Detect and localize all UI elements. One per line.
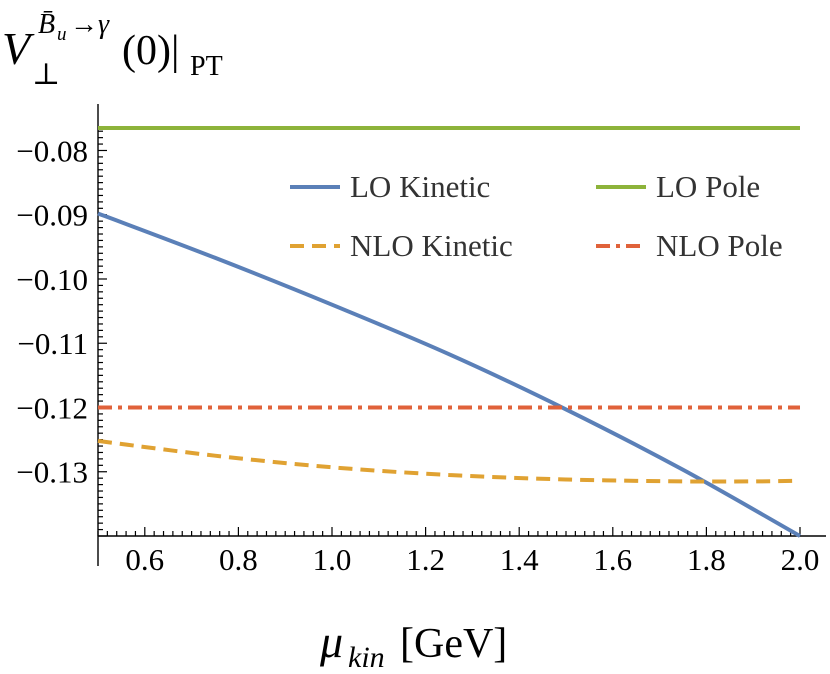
- y-tick-label: −0.12: [16, 390, 88, 425]
- title-sub: ⊥: [32, 58, 60, 91]
- xlabel-symbol: μ: [319, 616, 343, 667]
- series-line-nlo-kinetic: [97, 438, 801, 484]
- title-args: (0)|: [122, 28, 179, 74]
- y-tick-label: −0.10: [16, 262, 88, 297]
- title-tail-sub: PT: [190, 51, 223, 82]
- series-layer: [97, 126, 801, 538]
- x-tick-label: 1.8: [687, 542, 726, 577]
- series-line-lo-kinetic: [97, 211, 801, 538]
- x-tick-label: 2.0: [781, 542, 820, 577]
- legend-label-lo-kinetic: LO Kinetic: [350, 169, 490, 204]
- legend-label-lo-pole: LO Pole: [656, 169, 760, 204]
- x-tick-label: 0.8: [219, 542, 258, 577]
- x-axis-label: μ kin [GeV]: [319, 616, 507, 674]
- chart-title: V ⊥ B̄ u →γ (0)| PT: [2, 9, 223, 91]
- legend-item-lo-kinetic: LO Kinetic: [290, 169, 490, 204]
- y-tick-label: −0.13: [16, 455, 88, 490]
- x-tick-label: 1.0: [313, 542, 352, 577]
- y-tick-label: −0.09: [16, 198, 88, 233]
- legend-label-nlo-pole: NLO Pole: [656, 228, 783, 263]
- x-tick-labels: 0.6 0.8 1.0 1.2 1.4 1.6 1.8 2.0: [125, 542, 819, 577]
- xlabel-sub: kin: [348, 641, 385, 674]
- legend-item-nlo-kinetic: NLO Kinetic: [290, 228, 513, 263]
- legend-item-lo-pole: LO Pole: [596, 169, 760, 204]
- xlabel-unit: [GeV]: [400, 621, 507, 667]
- y-tick-label: −0.11: [17, 326, 88, 361]
- x-tick-label: 1.2: [406, 542, 445, 577]
- title-sup-letter: B̄: [38, 9, 55, 40]
- x-tick-label: 1.6: [593, 542, 632, 577]
- title-sup-rest: →γ: [70, 9, 110, 40]
- title-base: V: [2, 23, 35, 74]
- legend-item-nlo-pole: NLO Pole: [596, 228, 783, 263]
- legend-label-nlo-kinetic: NLO Kinetic: [350, 228, 513, 263]
- title-sup-letter-sub: u: [57, 24, 67, 45]
- y-ticks: [98, 130, 107, 537]
- y-tick-label: −0.08: [16, 133, 88, 168]
- y-tick-labels: −0.08 −0.09 −0.10 −0.11 −0.12 −0.13: [16, 133, 88, 489]
- x-ticks: [97, 527, 801, 536]
- x-tick-label: 1.4: [500, 542, 539, 577]
- x-tick-label: 0.6: [125, 542, 164, 577]
- legend: LO Kinetic LO Pole NLO Kinetic NLO Pole: [290, 169, 783, 263]
